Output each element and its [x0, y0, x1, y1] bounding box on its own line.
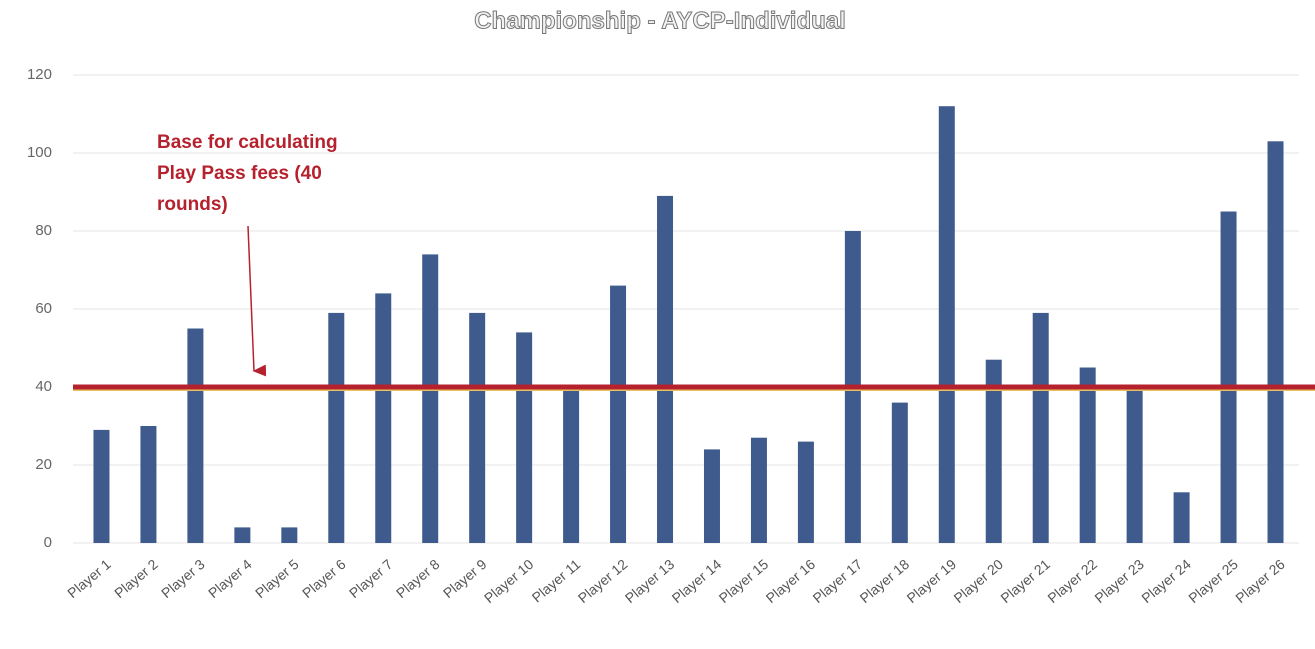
x-tick-label: Player 7 [346, 556, 396, 601]
bar [1032, 312, 1049, 543]
x-tick-label: Player 4 [205, 556, 255, 601]
y-tick-label: 60 [35, 300, 52, 317]
y-tick-label: 120 [27, 66, 52, 83]
x-tick-label: Player 26 [1232, 556, 1288, 606]
x-tick-label: Player 24 [1138, 556, 1194, 606]
annotation-arrow [247, 225, 267, 377]
x-tick-label: Player 19 [903, 556, 959, 606]
x-tick-label: Player 20 [950, 556, 1006, 606]
x-tick-label: Player 21 [997, 556, 1053, 606]
annotation: rounds) [157, 194, 228, 215]
x-tick-label: Player 6 [299, 556, 349, 601]
x-tick-label: Player 18 [857, 556, 913, 606]
bar [750, 437, 767, 543]
x-tick-label: Player 3 [158, 556, 208, 601]
bar [328, 312, 345, 543]
x-tick-label: Player 22 [1044, 556, 1100, 606]
bar [985, 359, 1002, 543]
bar [1126, 390, 1143, 543]
x-tick-label: Player 8 [393, 556, 443, 601]
bar [422, 254, 439, 543]
bar [140, 426, 157, 543]
y-tick-label: 80 [35, 222, 52, 239]
x-tick-label: Player 14 [669, 556, 725, 606]
bar [1173, 492, 1190, 543]
x-tick-label: Player 11 [529, 556, 584, 606]
bar [375, 293, 392, 543]
y-tick-label: 0 [44, 534, 52, 551]
bar [703, 449, 720, 543]
y-tick-label: 100 [27, 144, 52, 161]
annotation: Play Pass fees (40 [157, 163, 322, 184]
bar [610, 285, 627, 543]
y-tick-label: 20 [35, 456, 52, 473]
bar [234, 527, 251, 543]
bar [1220, 211, 1237, 543]
bar [469, 312, 486, 543]
bar [1267, 141, 1284, 544]
bar [187, 328, 204, 543]
x-tick-label: Player 12 [575, 556, 631, 606]
x-tick-label: Player 10 [481, 556, 537, 606]
bar [516, 332, 533, 543]
x-tick-label: Player 23 [1091, 556, 1147, 606]
bar [1079, 367, 1096, 543]
x-tick-label: Player 2 [111, 556, 161, 601]
annotation: Base for calculating [157, 132, 338, 153]
x-tick-label: Player 1 [64, 556, 114, 601]
x-tick-label: Player 15 [716, 556, 772, 606]
x-tick-label: Player 25 [1185, 556, 1241, 606]
x-tick-label: Player 5 [252, 556, 302, 601]
bar [93, 429, 110, 543]
x-tick-label: Player 16 [763, 556, 819, 606]
y-tick-label: 40 [35, 378, 52, 395]
bar [797, 441, 814, 543]
bar [938, 106, 955, 543]
x-tick-label: Player 17 [810, 556, 866, 606]
bar [281, 527, 298, 543]
bar [563, 387, 580, 543]
chart-title: Championship - AYCP-Individual [474, 7, 846, 34]
bar [891, 402, 908, 543]
bar [657, 195, 674, 543]
x-tick-label: Player 13 [622, 556, 678, 606]
